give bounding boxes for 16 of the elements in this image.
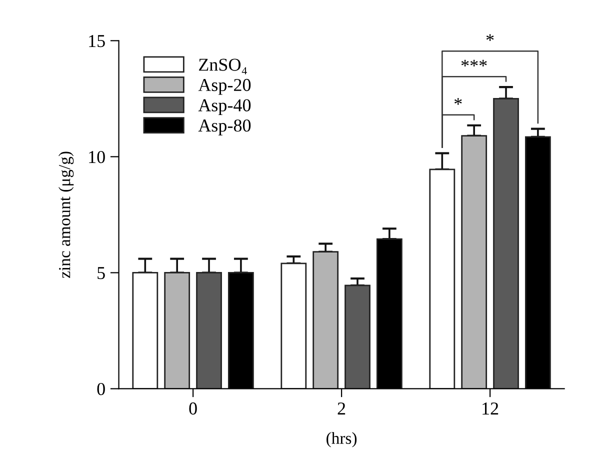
y-axis-title: zinc amount (μg/g) [58, 152, 74, 278]
legend-label: Asp-20 [198, 78, 251, 95]
x-axis-title: (hrs) [326, 432, 357, 448]
legend-label: Asp-40 [198, 99, 251, 116]
y-tick-label: 10 [89, 150, 105, 164]
x-tick-label: 12 [482, 402, 498, 414]
y-tick-label: 5 [98, 267, 105, 280]
legend-label: Asp-80 [198, 119, 251, 136]
x-tick-label: 0 [189, 402, 197, 415]
y-tick-label: 15 [89, 35, 105, 48]
annotation: * [486, 34, 494, 41]
annotation: * [454, 98, 462, 105]
x-tick-label: 2 [338, 402, 346, 414]
legend-label: ZnSO₄ [198, 58, 247, 74]
y-tick-label: 0 [97, 382, 105, 396]
annotation: *** [461, 60, 487, 66]
